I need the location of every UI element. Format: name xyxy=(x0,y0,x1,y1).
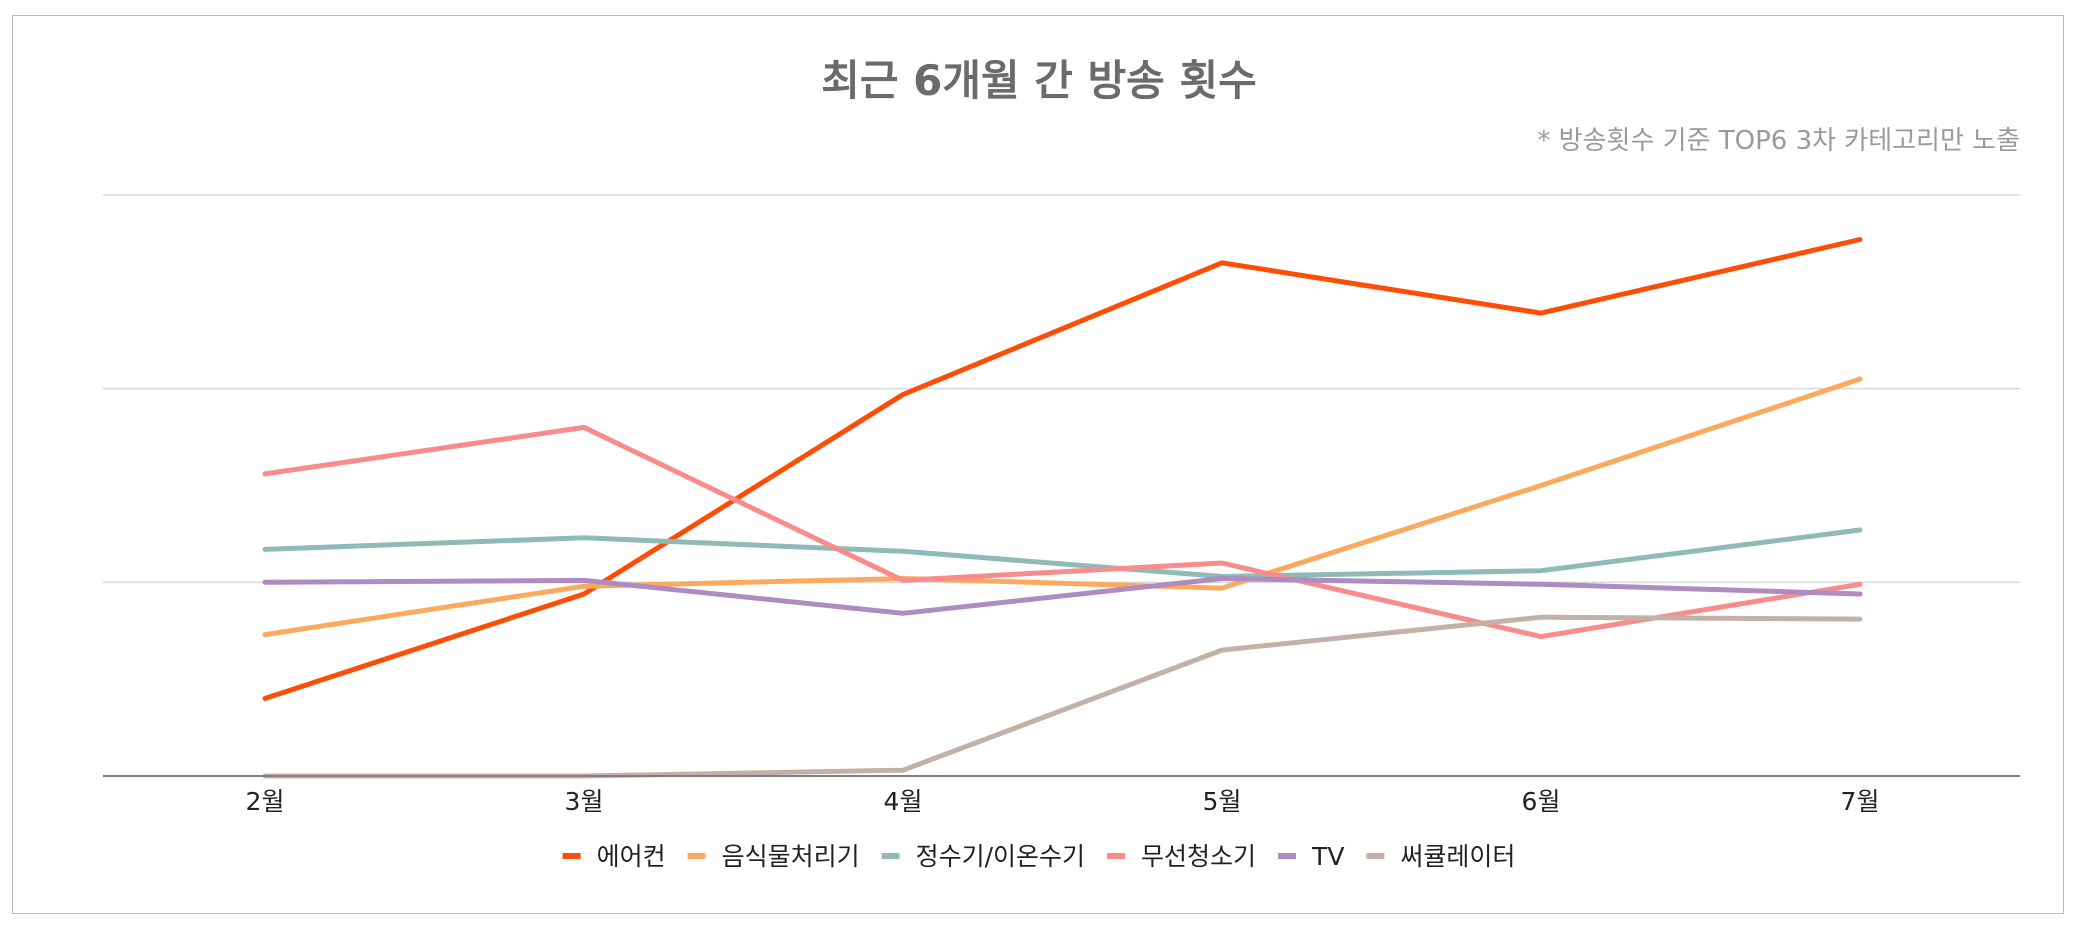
x-tick-label: 5월 xyxy=(1203,787,1242,816)
legend-item[interactable]: 에어컨 xyxy=(562,842,666,871)
series-line-2 xyxy=(262,376,1863,638)
series-lines xyxy=(262,237,1863,779)
x-axis: 2월 3월 4월 5월 6월 7월 xyxy=(103,775,2020,816)
series-line-4 xyxy=(262,424,1863,640)
legend-item[interactable]: TV xyxy=(1278,842,1344,871)
series-line-1 xyxy=(262,237,1863,701)
chart-subtitle: * 방송횟수 기준 TOP6 3차 카테고리만 노출 xyxy=(1537,126,2020,156)
x-tick-label: 6월 xyxy=(1522,787,1561,816)
x-tick-label: 4월 xyxy=(884,787,923,816)
series-line-6 xyxy=(262,614,1863,779)
legend-label: 음식물처리기 xyxy=(722,842,860,871)
legend-label: 정수기/이온수기 xyxy=(916,842,1085,871)
chart-frame xyxy=(12,15,2064,914)
legend: 에어컨 음식물처리기 정수기/이온수기 무선청소기 TV 써큘레이터 xyxy=(562,842,1515,871)
gridlines xyxy=(103,194,2020,584)
legend-label: 써큘레이터 xyxy=(1400,842,1515,871)
series-line-3 xyxy=(262,527,1863,579)
x-tick-label: 2월 xyxy=(246,787,285,816)
legend-item[interactable]: 음식물처리기 xyxy=(687,842,860,871)
legend-item[interactable]: 정수기/이온수기 xyxy=(881,842,1085,871)
legend-item[interactable]: 무선청소기 xyxy=(1107,842,1256,871)
x-tick-label: 3월 xyxy=(565,787,604,816)
legend-item[interactable]: 써큘레이터 xyxy=(1366,842,1515,871)
legend-label: TV xyxy=(1311,842,1344,871)
legend-label: 에어컨 xyxy=(597,842,666,871)
legend-label: 무선청소기 xyxy=(1141,842,1256,871)
chart-title: 최근 6개월 간 방송 횟수 xyxy=(821,56,1256,105)
x-tick-label: 7월 xyxy=(1841,787,1880,816)
series-line-5 xyxy=(262,576,1863,616)
